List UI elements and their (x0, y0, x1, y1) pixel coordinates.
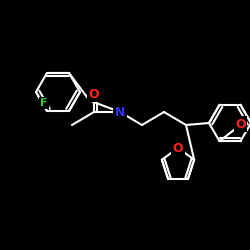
Text: O: O (173, 142, 183, 154)
Text: O: O (235, 118, 246, 131)
Text: N: N (115, 106, 125, 118)
Text: F: F (40, 98, 48, 108)
Text: O: O (89, 88, 99, 101)
